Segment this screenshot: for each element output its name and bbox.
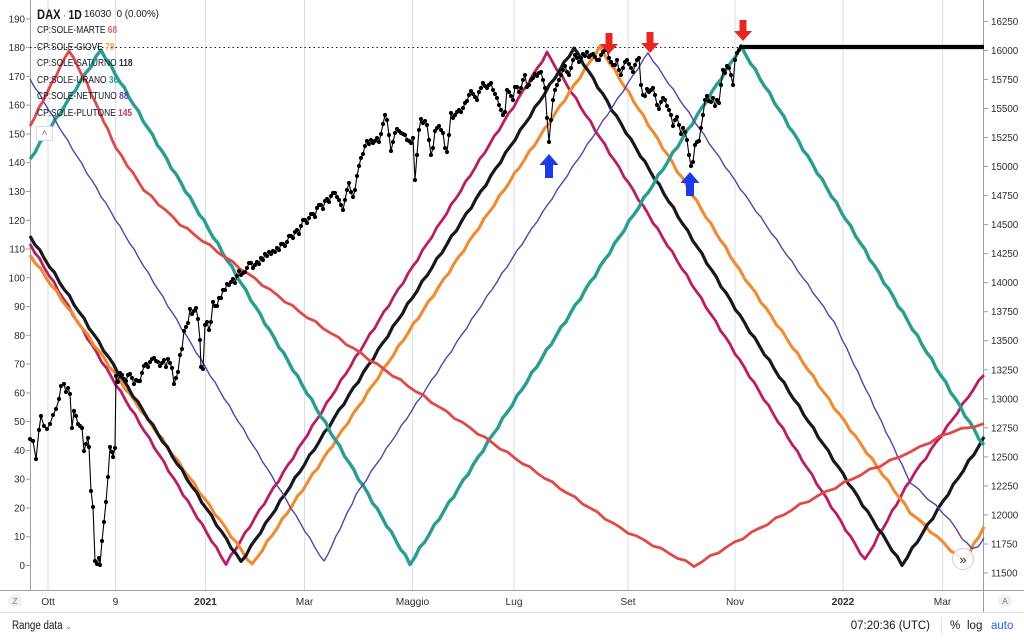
svg-text:13000: 13000 xyxy=(991,394,1019,405)
svg-text:0: 0 xyxy=(20,561,26,572)
svg-text:11500: 11500 xyxy=(991,569,1018,580)
svg-text:190: 190 xyxy=(9,14,26,25)
svg-text:170: 170 xyxy=(9,72,26,83)
svg-text:2021: 2021 xyxy=(194,597,217,608)
svg-text:12000: 12000 xyxy=(991,510,1019,521)
svg-text:110: 110 xyxy=(9,245,25,256)
svg-text:14750: 14750 xyxy=(991,191,1019,202)
svg-text:13250: 13250 xyxy=(991,365,1019,376)
svg-text:30: 30 xyxy=(14,475,25,486)
svg-text:140: 140 xyxy=(9,158,26,169)
svg-text:70: 70 xyxy=(14,360,25,371)
svg-text:10: 10 xyxy=(14,532,25,543)
svg-text:15750: 15750 xyxy=(991,75,1019,86)
svg-text:Mar: Mar xyxy=(934,597,952,608)
svg-text:15000: 15000 xyxy=(991,162,1019,173)
svg-text:12250: 12250 xyxy=(991,481,1019,492)
svg-text:16000: 16000 xyxy=(991,46,1019,57)
svg-text:12500: 12500 xyxy=(991,452,1019,463)
svg-text:Maggio: Maggio xyxy=(396,597,430,608)
svg-text:13750: 13750 xyxy=(991,307,1019,318)
svg-text:12750: 12750 xyxy=(991,423,1019,434)
svg-text:14250: 14250 xyxy=(991,249,1019,260)
svg-text:80: 80 xyxy=(14,331,25,342)
svg-text:14000: 14000 xyxy=(991,278,1019,289)
svg-text:90: 90 xyxy=(14,302,25,313)
svg-text:9: 9 xyxy=(113,597,119,608)
svg-text:16250: 16250 xyxy=(991,17,1019,28)
svg-text:15250: 15250 xyxy=(991,133,1019,144)
svg-text:40: 40 xyxy=(14,446,25,457)
svg-text:120: 120 xyxy=(9,216,26,227)
svg-text:20: 20 xyxy=(14,504,25,515)
svg-text:14500: 14500 xyxy=(991,220,1019,231)
svg-text:15500: 15500 xyxy=(991,104,1019,115)
svg-text:100: 100 xyxy=(9,273,26,284)
svg-text:130: 130 xyxy=(9,187,26,198)
svg-text:Ott: Ott xyxy=(41,597,55,608)
svg-text:2022: 2022 xyxy=(832,597,855,608)
svg-text:180: 180 xyxy=(9,43,26,54)
svg-text:60: 60 xyxy=(14,388,25,399)
svg-text:Set: Set xyxy=(620,597,635,608)
svg-text:11750: 11750 xyxy=(991,540,1018,551)
svg-text:Nov: Nov xyxy=(726,597,745,608)
svg-text:Lug: Lug xyxy=(506,597,523,608)
svg-text:150: 150 xyxy=(9,130,26,141)
svg-text:160: 160 xyxy=(9,101,26,112)
svg-text:13500: 13500 xyxy=(991,336,1019,347)
svg-text:»: » xyxy=(959,552,966,567)
svg-text:50: 50 xyxy=(14,417,25,428)
svg-text:Mar: Mar xyxy=(296,597,314,608)
